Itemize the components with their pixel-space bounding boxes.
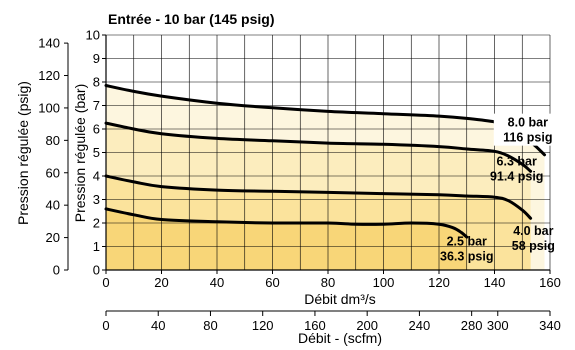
x-axis-label: Débit dm³/s [304,291,376,307]
y2-tick-label: 60 [46,165,60,180]
y2-tick-label: 80 [46,133,60,148]
y-tick-label: 2 [93,216,100,231]
y-tick-label: 10 [86,28,100,43]
x-tick-label: 20 [154,275,168,290]
curve-label-psig: 36.3 psig [440,249,494,263]
y-tick-label: 9 [93,51,100,66]
x-tick-label: 40 [210,275,224,290]
y-tick-label: 6 [93,122,100,137]
curve-label-psig: 116 psig [503,131,552,145]
curve-label-bar: 4.0 bar [513,224,553,238]
x2-tick-label: 240 [409,318,431,333]
y2-tick-label: 100 [38,100,60,115]
x2-tick-label: 0 [102,318,109,333]
curve-lines [104,84,546,239]
x-tick-label: 160 [539,275,561,290]
curve-label-psig: 58 psig [512,239,555,253]
x-tick-label: 0 [102,275,109,290]
curve-label-psig: 91.4 psig [490,169,544,183]
y-tick-label: 8 [93,75,100,90]
x2-tick-label: 120 [252,318,274,333]
y-axis-label: Pression régulée (bar) [72,84,88,223]
y-tick-label: 3 [93,192,100,207]
x2-tick-label: 40 [151,318,165,333]
x2-tick-label: 340 [539,318,561,333]
chart-title: Entrée - 10 bar (145 psig) [108,11,275,27]
x2-tick-label: 80 [203,318,217,333]
curve-fill-3 [106,208,467,270]
x2-axis-label: Débit - (scfm) [298,330,382,346]
y-tick-label: 0 [93,263,100,278]
y2-tick-label: 140 [38,36,60,51]
curve-line-3 [104,207,469,239]
y-tick-label: 1 [93,239,100,254]
x-tick-label: 120 [428,275,450,290]
curve-label-bg [493,113,562,146]
curve-label-bar: 8.0 bar [508,116,548,130]
y2-tick-label: 20 [46,230,60,245]
x2-tick-label: 200 [356,318,378,333]
y-tick-label: 4 [93,169,100,184]
x-tick-label: 80 [321,275,335,290]
x2-tick-label: 280 [461,318,483,333]
y2-tick-label: 40 [46,198,60,213]
y-tick-label: 7 [93,98,100,113]
y-tick-label: 5 [93,145,100,160]
grid-lines [105,34,551,271]
y2-tick-label: 120 [38,68,60,83]
x-tick-label: 60 [265,275,279,290]
curve-label-bar: 6.3 bar [497,154,537,168]
curve-line-1 [104,121,533,173]
x2-tick-label: 300 [487,318,509,333]
x2-tick-label: 160 [304,318,326,333]
y2-axis-label: Pression régulée (psig) [15,81,31,225]
curve-line-2 [104,174,533,220]
y2-tick-label: 0 [53,263,60,278]
curve-label-bar: 2.5 bar [447,234,487,248]
x-tick-label: 100 [373,275,395,290]
x-tick-label: 140 [484,275,506,290]
